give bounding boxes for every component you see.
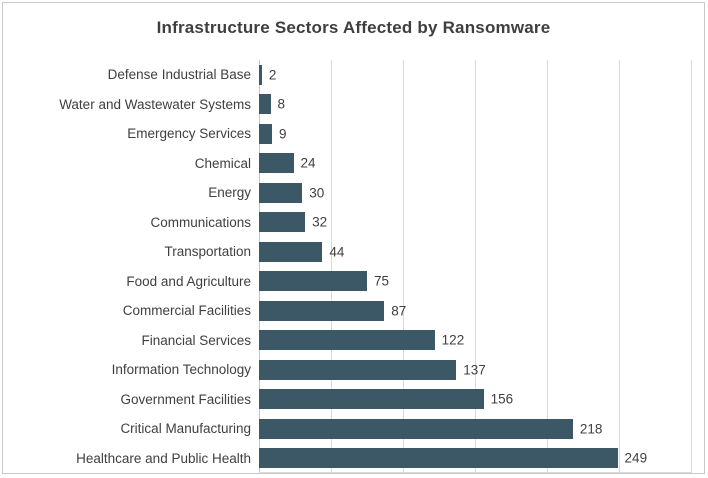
bar-track: 2 bbox=[259, 60, 691, 90]
bar bbox=[259, 153, 294, 174]
bar-row: Information Technology 137 bbox=[3, 355, 691, 385]
bar-row: Chemical 24 bbox=[3, 149, 691, 179]
bar-row: Defense Industrial Base 2 bbox=[3, 60, 691, 90]
bar-track: 9 bbox=[259, 119, 691, 149]
bar bbox=[259, 271, 367, 292]
bar bbox=[259, 389, 484, 410]
bar-track: 218 bbox=[259, 414, 691, 444]
bar-row: Communications 32 bbox=[3, 208, 691, 238]
value-label: 156 bbox=[490, 391, 514, 407]
value-label: 2 bbox=[268, 67, 277, 83]
bar-track: 75 bbox=[259, 267, 691, 297]
category-label: Energy bbox=[208, 185, 251, 201]
gridline bbox=[330, 60, 332, 473]
bar-track: 30 bbox=[259, 178, 691, 208]
bar bbox=[259, 64, 262, 85]
category-label: Commercial Facilities bbox=[122, 303, 251, 319]
bar-track: 122 bbox=[259, 326, 691, 356]
bar-row: Healthcare and Public Health 249 bbox=[3, 444, 691, 474]
category-label: Healthcare and Public Health bbox=[76, 450, 251, 466]
gridline bbox=[475, 60, 476, 473]
bar-track: 8 bbox=[259, 90, 691, 120]
chart-title: Infrastructure Sectors Affected by Ranso… bbox=[156, 18, 551, 37]
value-label: 249 bbox=[624, 450, 648, 466]
value-label: 9 bbox=[278, 126, 287, 142]
bar-row: Government Facilities 156 bbox=[3, 385, 691, 415]
value-label: 218 bbox=[579, 421, 603, 437]
bar-row: Emergency Services 9 bbox=[3, 119, 691, 149]
value-label: 32 bbox=[312, 214, 328, 230]
gridline bbox=[402, 60, 404, 473]
category-label: Emergency Services bbox=[127, 126, 251, 142]
bar-track: 44 bbox=[259, 237, 691, 267]
bar-track: 249 bbox=[259, 444, 691, 474]
category-label: Government Facilities bbox=[120, 391, 251, 407]
bar-track: 87 bbox=[259, 296, 691, 326]
bar bbox=[259, 448, 618, 469]
bar bbox=[259, 330, 435, 351]
bar-row: Energy 30 bbox=[3, 178, 691, 208]
category-label: Defense Industrial Base bbox=[107, 67, 251, 83]
bar-row: Critical Manufacturing 218 bbox=[3, 414, 691, 444]
bar bbox=[259, 212, 306, 233]
bar-track: 32 bbox=[259, 208, 691, 238]
gridline bbox=[691, 60, 692, 473]
bar-row: Financial Services 122 bbox=[3, 326, 691, 356]
gridline bbox=[619, 60, 620, 473]
bar-row: Water and Wastewater Systems 8 bbox=[3, 90, 691, 120]
bar bbox=[259, 123, 272, 144]
bar-row: Food and Agriculture 75 bbox=[3, 267, 691, 297]
gridlines-layer bbox=[259, 60, 692, 473]
bar-track: 137 bbox=[259, 355, 691, 385]
bar bbox=[259, 359, 457, 380]
bar bbox=[259, 300, 385, 321]
bar-track: 156 bbox=[259, 385, 691, 415]
value-axis-line bbox=[259, 60, 260, 473]
value-label: 8 bbox=[277, 96, 286, 112]
category-label: Transportation bbox=[164, 244, 251, 260]
category-label: Water and Wastewater Systems bbox=[59, 96, 251, 112]
category-label: Communications bbox=[150, 214, 251, 230]
value-label: 137 bbox=[463, 362, 486, 378]
bar bbox=[259, 418, 573, 439]
category-label: Information Technology bbox=[111, 362, 251, 378]
bar-rows: Defense Industrial Base 2 Water and Wastew… bbox=[3, 60, 691, 473]
bar bbox=[259, 182, 303, 203]
category-label: Chemical bbox=[194, 155, 251, 171]
gridline bbox=[546, 60, 548, 473]
value-label: 30 bbox=[309, 185, 325, 201]
category-axis-line bbox=[259, 472, 691, 473]
bar-row: Commercial Facilities 87 bbox=[3, 296, 691, 326]
category-label: Critical Manufacturing bbox=[120, 421, 251, 437]
value-label: 122 bbox=[441, 332, 465, 348]
category-label: Financial Services bbox=[141, 332, 251, 348]
bar bbox=[259, 94, 271, 115]
category-label: Food and Agriculture bbox=[126, 273, 251, 289]
value-label: 24 bbox=[300, 155, 316, 171]
value-label: 75 bbox=[374, 273, 390, 289]
value-label: 44 bbox=[329, 244, 345, 260]
value-label: 87 bbox=[391, 303, 407, 319]
bar bbox=[259, 241, 323, 262]
bar-track: 24 bbox=[259, 149, 691, 179]
bar-row: Transportation 44 bbox=[3, 237, 691, 267]
